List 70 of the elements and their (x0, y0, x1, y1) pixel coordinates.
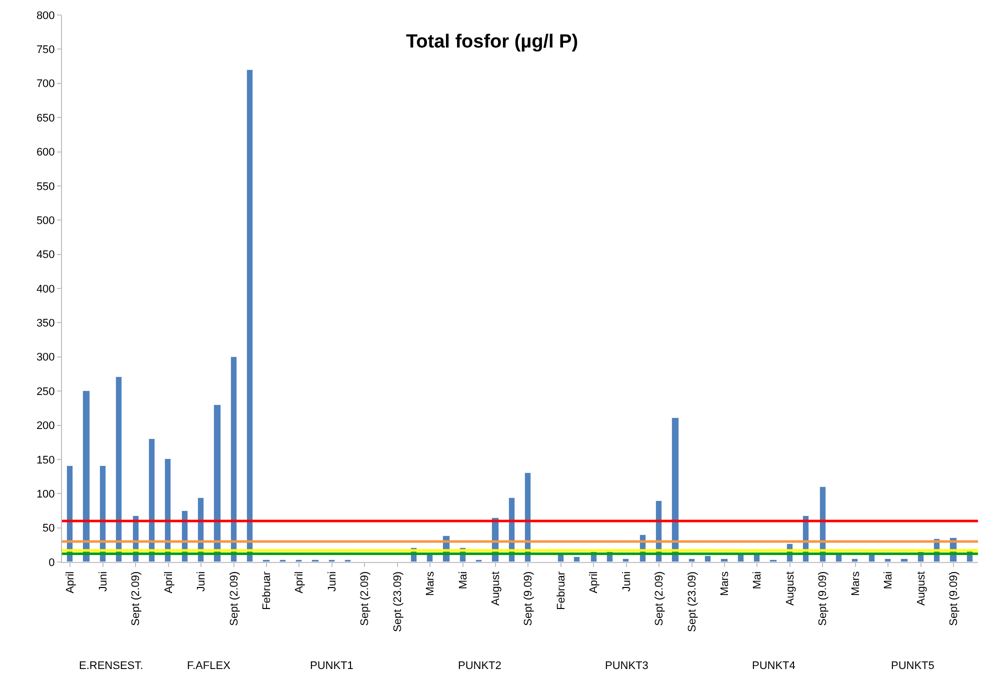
bar (672, 418, 679, 562)
bar (558, 554, 564, 562)
bar (164, 458, 171, 562)
x-tick-label: Februar (261, 571, 274, 610)
x-tick-label: Sept (23.09) (686, 571, 698, 632)
x-tick-label: Juni (620, 571, 633, 592)
y-tick-label: 650 (36, 112, 55, 124)
x-tick-label: Sept (23.09) (392, 571, 404, 632)
bar (884, 558, 891, 562)
x-tick-label: Sept (9.09) (817, 571, 830, 626)
x-tick-label: Juni (326, 571, 338, 592)
x-tick-label: Juni (97, 571, 110, 592)
text: PUNKT1 (310, 660, 354, 672)
bar (230, 356, 237, 562)
y-tick-label: 600 (36, 146, 55, 159)
bar (214, 404, 221, 562)
y-tick-label: 550 (36, 180, 55, 193)
x-tick-label: April (64, 571, 77, 594)
x-tick-label: Mars (850, 570, 862, 596)
x-tick-label: Sept (9.09) (948, 571, 960, 626)
x-tick-label: Februar (555, 571, 568, 610)
bar (148, 438, 155, 562)
x-tick-label: Sept (2.09) (130, 571, 142, 626)
y-tick-label: 700 (36, 78, 55, 90)
x-tick-label: Mars (424, 570, 437, 596)
x-tick-label: Mai (882, 571, 895, 590)
x-tick-label: August (490, 571, 502, 606)
bar (116, 376, 122, 562)
y-tick-label: 500 (36, 214, 55, 227)
text: F.AFLEX (187, 660, 232, 672)
text: Total fosfor (µg/l P) (406, 32, 578, 53)
x-tick-label: Mars (719, 570, 732, 596)
x-tick-label: Sept (9.09) (522, 571, 535, 626)
y-tick-label: 200 (36, 420, 55, 432)
bar (82, 390, 90, 562)
text: PUNKT2 (458, 660, 502, 672)
x-tick-label: August (915, 571, 928, 606)
bar (704, 556, 711, 562)
text: PUNKT4 (752, 660, 796, 672)
x-tick-label: April (588, 571, 600, 594)
x-tick-label: Sept (2.09) (228, 571, 240, 626)
y-tick-label: 300 (36, 352, 55, 364)
x-tick-label: Mai (752, 571, 764, 590)
y-tick-label: 50 (42, 522, 55, 535)
bar (852, 558, 858, 562)
x-tick-label: April (294, 571, 306, 594)
bar (688, 558, 695, 562)
x-tick-label: Mai (457, 571, 470, 590)
bar (720, 558, 728, 562)
text: PUNKT5 (891, 660, 934, 672)
y-tick-label: 250 (36, 386, 55, 398)
text: E.RENSEST. (79, 660, 144, 672)
y-tick-label: 350 (36, 318, 55, 330)
text: PUNKT3 (605, 660, 648, 672)
y-tick-label: 400 (36, 283, 55, 296)
bar (622, 558, 629, 562)
x-tick-label: Sept (2.09) (359, 571, 372, 626)
y-tick-label: 750 (36, 44, 55, 56)
bar (900, 558, 908, 562)
x-tick-label: Juni (196, 571, 208, 592)
y-tick-label: 450 (36, 249, 55, 262)
x-tick-label: Sept (2.09) (654, 571, 666, 626)
y-tick-label: 150 (36, 454, 55, 466)
y-tick-label: 100 (36, 488, 55, 500)
y-tick-label: 800 (36, 10, 55, 22)
x-tick-label: August (784, 571, 796, 606)
bar (574, 556, 580, 562)
x-tick-label: April (162, 571, 175, 594)
bar (246, 70, 253, 562)
y-tick-label: 0 (48, 556, 55, 569)
